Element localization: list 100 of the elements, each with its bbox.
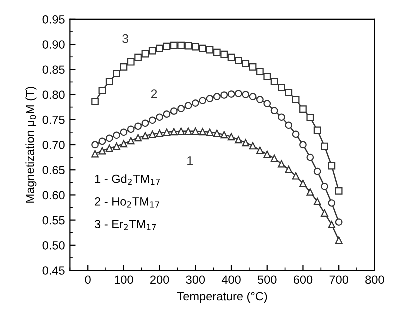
point (321, 182, 328, 190)
point (213, 48, 221, 56)
point (148, 47, 156, 55)
point (270, 78, 278, 86)
point (270, 154, 278, 162)
point (242, 91, 250, 98)
point (213, 93, 221, 100)
point (163, 42, 171, 50)
y-tick-label: 0.60 (42, 191, 65, 200)
point (134, 134, 142, 142)
series-label: 1 (188, 156, 193, 166)
point (170, 128, 178, 136)
point (335, 236, 343, 244)
point (242, 139, 250, 147)
annotation: 1 - Gd$_{2}$TM$_{17}$ (95, 174, 160, 186)
point (192, 128, 200, 136)
point (306, 154, 314, 162)
point (113, 70, 120, 78)
point (127, 137, 135, 145)
point (278, 84, 286, 92)
point (278, 160, 286, 168)
point (120, 63, 128, 71)
point (249, 63, 257, 71)
point (127, 126, 135, 134)
annotation: 3 - Er$_{2}$TM$_{17}$ (95, 220, 156, 230)
y-tick-label: 0.80 (42, 90, 65, 100)
point (264, 73, 272, 80)
point (328, 162, 336, 170)
point (142, 120, 150, 128)
point (228, 90, 236, 98)
point (148, 130, 156, 138)
point (213, 130, 221, 138)
point (178, 128, 185, 136)
point (192, 43, 200, 51)
point (306, 114, 314, 122)
point (335, 218, 343, 226)
x-tick-label: 200 (150, 276, 170, 284)
y-tick-label: 0.85 (42, 66, 65, 74)
point (98, 138, 106, 146)
point (220, 92, 228, 99)
x-tick-label: 400 (222, 276, 241, 284)
point (235, 56, 242, 64)
point (314, 198, 322, 206)
point (278, 114, 286, 122)
point (98, 147, 106, 155)
point (170, 108, 178, 116)
point (314, 168, 322, 176)
point (148, 116, 156, 124)
point (206, 128, 214, 136)
point (134, 54, 142, 62)
x-tick-label: 600 (294, 276, 313, 284)
y-tick-label: 0.75 (42, 116, 65, 124)
point (156, 114, 164, 122)
point (120, 140, 128, 148)
point (206, 46, 214, 54)
y-tick-label: 0.55 (42, 216, 65, 225)
y-axis-title: Magnetization μ$_{0}$M (T) (26, 87, 37, 203)
point (256, 96, 264, 104)
point (142, 132, 150, 140)
point (314, 126, 322, 134)
point (249, 142, 257, 150)
point (113, 132, 120, 140)
point (163, 128, 171, 136)
point (220, 131, 228, 139)
point (142, 50, 150, 58)
point (242, 60, 250, 68)
point (199, 97, 207, 104)
y-tick-label: 0.95 (42, 15, 65, 24)
point (300, 180, 307, 188)
point (192, 100, 200, 107)
point (300, 141, 307, 149)
annotation: 2 - Ho$_{2}$TM$_{17}$ (95, 198, 160, 208)
point (199, 128, 207, 136)
point (264, 150, 272, 158)
point (321, 210, 328, 217)
point (228, 133, 236, 141)
point (220, 50, 228, 58)
x-tick-label: 0 (85, 276, 91, 284)
point (98, 87, 106, 94)
x-tick-label: 300 (186, 276, 206, 284)
point (170, 42, 178, 50)
point (106, 78, 114, 86)
point (92, 98, 99, 106)
x-tick-label: 800 (366, 276, 384, 284)
point (113, 142, 120, 150)
point (178, 105, 185, 113)
point (106, 144, 114, 152)
point (328, 221, 336, 229)
y-tick-label: 0.50 (42, 241, 65, 250)
point (292, 172, 300, 180)
point (300, 106, 307, 114)
x-tick-label: 500 (258, 276, 277, 284)
point (134, 122, 142, 130)
point (264, 100, 272, 108)
point (92, 150, 99, 158)
point (235, 90, 242, 98)
point (270, 107, 278, 115)
series-label: 3 (122, 34, 128, 44)
point (321, 142, 328, 150)
point (178, 42, 185, 50)
